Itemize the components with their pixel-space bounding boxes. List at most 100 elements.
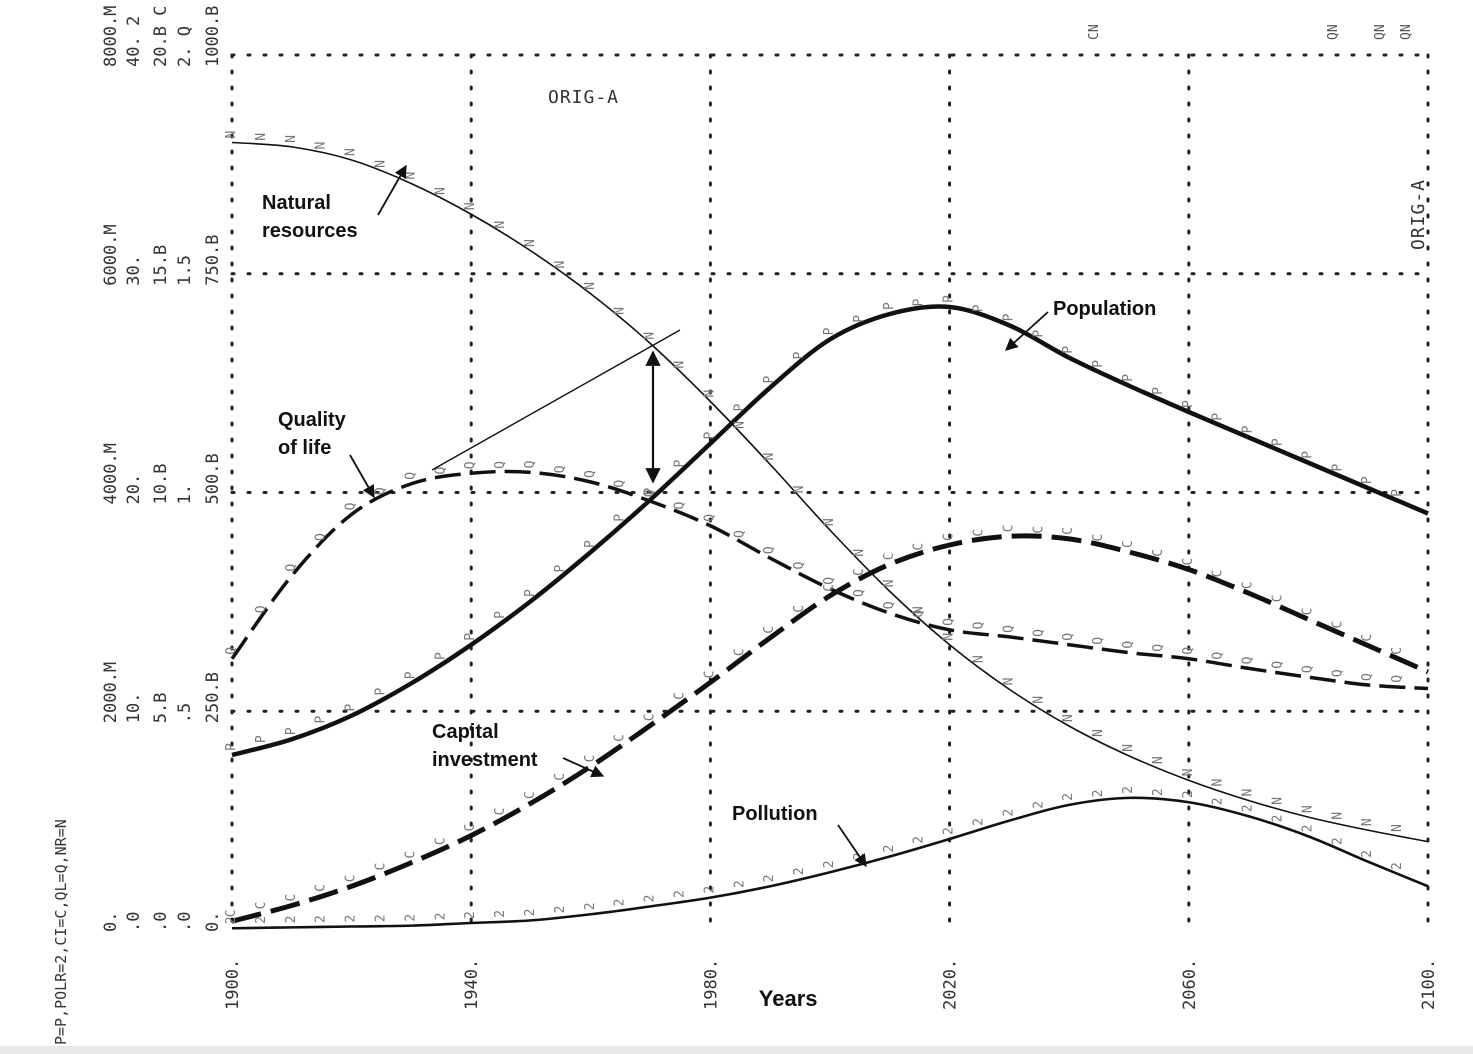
data-point-pollution: 2 <box>1061 793 1076 801</box>
data-point-population: P <box>1121 374 1136 382</box>
data-point-population: P <box>762 376 777 384</box>
x-tick-label: 2020. <box>941 959 961 1010</box>
data-point-quality-of-life: Q <box>643 489 658 497</box>
data-point-capital-investment: C <box>762 626 777 634</box>
y-axis-tick-label: 1.5 <box>175 255 195 286</box>
data-point-pollution: 2 <box>463 911 478 919</box>
data-point-quality-of-life: Q <box>852 589 867 597</box>
y-axis-tick-label: 0. <box>101 912 121 932</box>
data-point-pollution: 2 <box>942 827 957 835</box>
data-point-natural-resources: N <box>673 361 688 369</box>
y-axis-tick-label: 750.B <box>203 235 223 286</box>
y-axis-tick-label: 20. <box>124 474 144 505</box>
data-point-natural-resources: N <box>254 133 269 141</box>
data-point-population: P <box>433 652 448 660</box>
data-point-capital-investment: C <box>1031 526 1046 534</box>
data-point-pollution: 2 <box>762 874 777 882</box>
data-point-natural-resources: N <box>882 580 897 588</box>
data-point-capital-investment: C <box>1360 634 1375 642</box>
series-line-capital-investment <box>231 533 1430 924</box>
y-axis-tick-label: 5.B <box>151 693 171 724</box>
data-point-quality-of-life: Q <box>1091 637 1106 645</box>
data-point-natural-resources: N <box>1271 797 1286 805</box>
data-point-quality-of-life: Q <box>254 605 269 613</box>
data-point-pollution: 2 <box>613 898 628 906</box>
data-point-quality-of-life: Q <box>1121 641 1136 649</box>
data-point-population: P <box>1241 425 1256 433</box>
data-point-quality-of-life: Q <box>1181 647 1196 655</box>
data-point-natural-resources: N <box>433 187 448 195</box>
data-point-quality-of-life: Q <box>1211 652 1226 660</box>
data-point-capital-investment: C <box>1121 540 1136 548</box>
annotation-arrow-natural-resources <box>377 164 407 216</box>
data-point-population: P <box>314 715 329 723</box>
data-point-natural-resources: N <box>643 332 658 340</box>
x-tick-label: 1940. <box>462 959 482 1010</box>
data-point-quality-of-life: Q <box>1031 629 1046 637</box>
data-point-population: P <box>882 302 897 310</box>
data-point-natural-resources: N <box>583 282 598 290</box>
data-point-population: P <box>344 704 359 712</box>
y-axis-tick-label: .0 <box>124 912 144 932</box>
data-point-capital-investment: C <box>1151 549 1166 557</box>
data-point-quality-of-life: Q <box>374 487 389 495</box>
series-line-quality-of-life <box>230 469 1429 691</box>
data-point-capital-investment: C <box>1300 608 1315 616</box>
data-point-capital-investment: C <box>433 837 448 845</box>
data-point-population: P <box>553 565 568 573</box>
data-point-natural-resources: N <box>732 421 747 429</box>
data-point-natural-resources: N <box>314 142 329 150</box>
data-point-pollution: 2 <box>224 916 239 924</box>
data-point-capital-investment: C <box>493 807 508 815</box>
data-point-pollution: 2 <box>822 860 837 868</box>
data-point-capital-investment: C <box>1271 594 1286 602</box>
annotation-quality-of-life: of life <box>278 437 331 459</box>
data-point-population: P <box>1061 346 1076 354</box>
data-point-pollution: 2 <box>1360 850 1375 858</box>
data-point-pollution: 2 <box>1271 814 1286 822</box>
annotation-pollution: Pollution <box>732 803 818 825</box>
data-point-capital-investment: C <box>284 894 299 902</box>
data-point-population: P <box>852 315 867 323</box>
data-point-pollution: 2 <box>1091 790 1106 798</box>
data-point-pollution: 2 <box>433 912 448 920</box>
top-marker-label: CN <box>1087 24 1102 40</box>
y-axis-tick-label: 2. Q <box>175 26 195 67</box>
data-point-quality-of-life: Q <box>433 467 448 475</box>
y-axis-tick-label: 1000.B N <box>203 0 223 67</box>
data-point-population: P <box>1330 463 1345 471</box>
data-point-quality-of-life: Q <box>1061 633 1076 641</box>
data-point-quality-of-life: Q <box>1330 669 1345 677</box>
data-point-pollution: 2 <box>1390 862 1405 870</box>
y-axis-tick-label: 500.B <box>203 453 223 504</box>
data-point-natural-resources: N <box>284 135 299 143</box>
data-point-pollution: 2 <box>1181 790 1196 798</box>
data-point-capital-investment: C <box>792 605 807 613</box>
data-point-quality-of-life: Q <box>224 647 239 655</box>
data-point-natural-resources: N <box>1390 824 1405 832</box>
data-point-capital-investment: C <box>1001 524 1016 532</box>
x-tick-label: 1900. <box>223 959 243 1010</box>
data-point-population: P <box>583 540 598 548</box>
top-marker-label: QN <box>1399 24 1414 40</box>
data-point-quality-of-life: Q <box>942 618 957 626</box>
data-point-natural-resources: N <box>942 633 957 641</box>
data-point-population: P <box>613 514 628 522</box>
annotation-population: Population <box>1053 298 1156 320</box>
data-point-capital-investment: C <box>1330 621 1345 629</box>
series-lines <box>230 141 1430 930</box>
data-point-population: P <box>493 611 508 619</box>
data-point-quality-of-life: Q <box>1271 661 1286 669</box>
annotation-capital-investment: investment <box>432 749 538 771</box>
y-axis-tick-label: 20.B C <box>151 6 171 67</box>
data-point-pollution: 2 <box>403 914 418 922</box>
data-point-pollution: 2 <box>792 867 807 875</box>
data-point-population: P <box>523 589 538 597</box>
data-point-pollution: 2 <box>702 886 717 894</box>
annotation-arrow-quality-of-life <box>349 454 375 499</box>
data-point-pollution: 2 <box>1151 788 1166 796</box>
y-axis-tick-label: 0. <box>203 912 223 932</box>
data-point-quality-of-life: Q <box>493 461 508 469</box>
data-point-quality-of-life: Q <box>882 601 897 609</box>
data-point-natural-resources: N <box>224 131 239 139</box>
